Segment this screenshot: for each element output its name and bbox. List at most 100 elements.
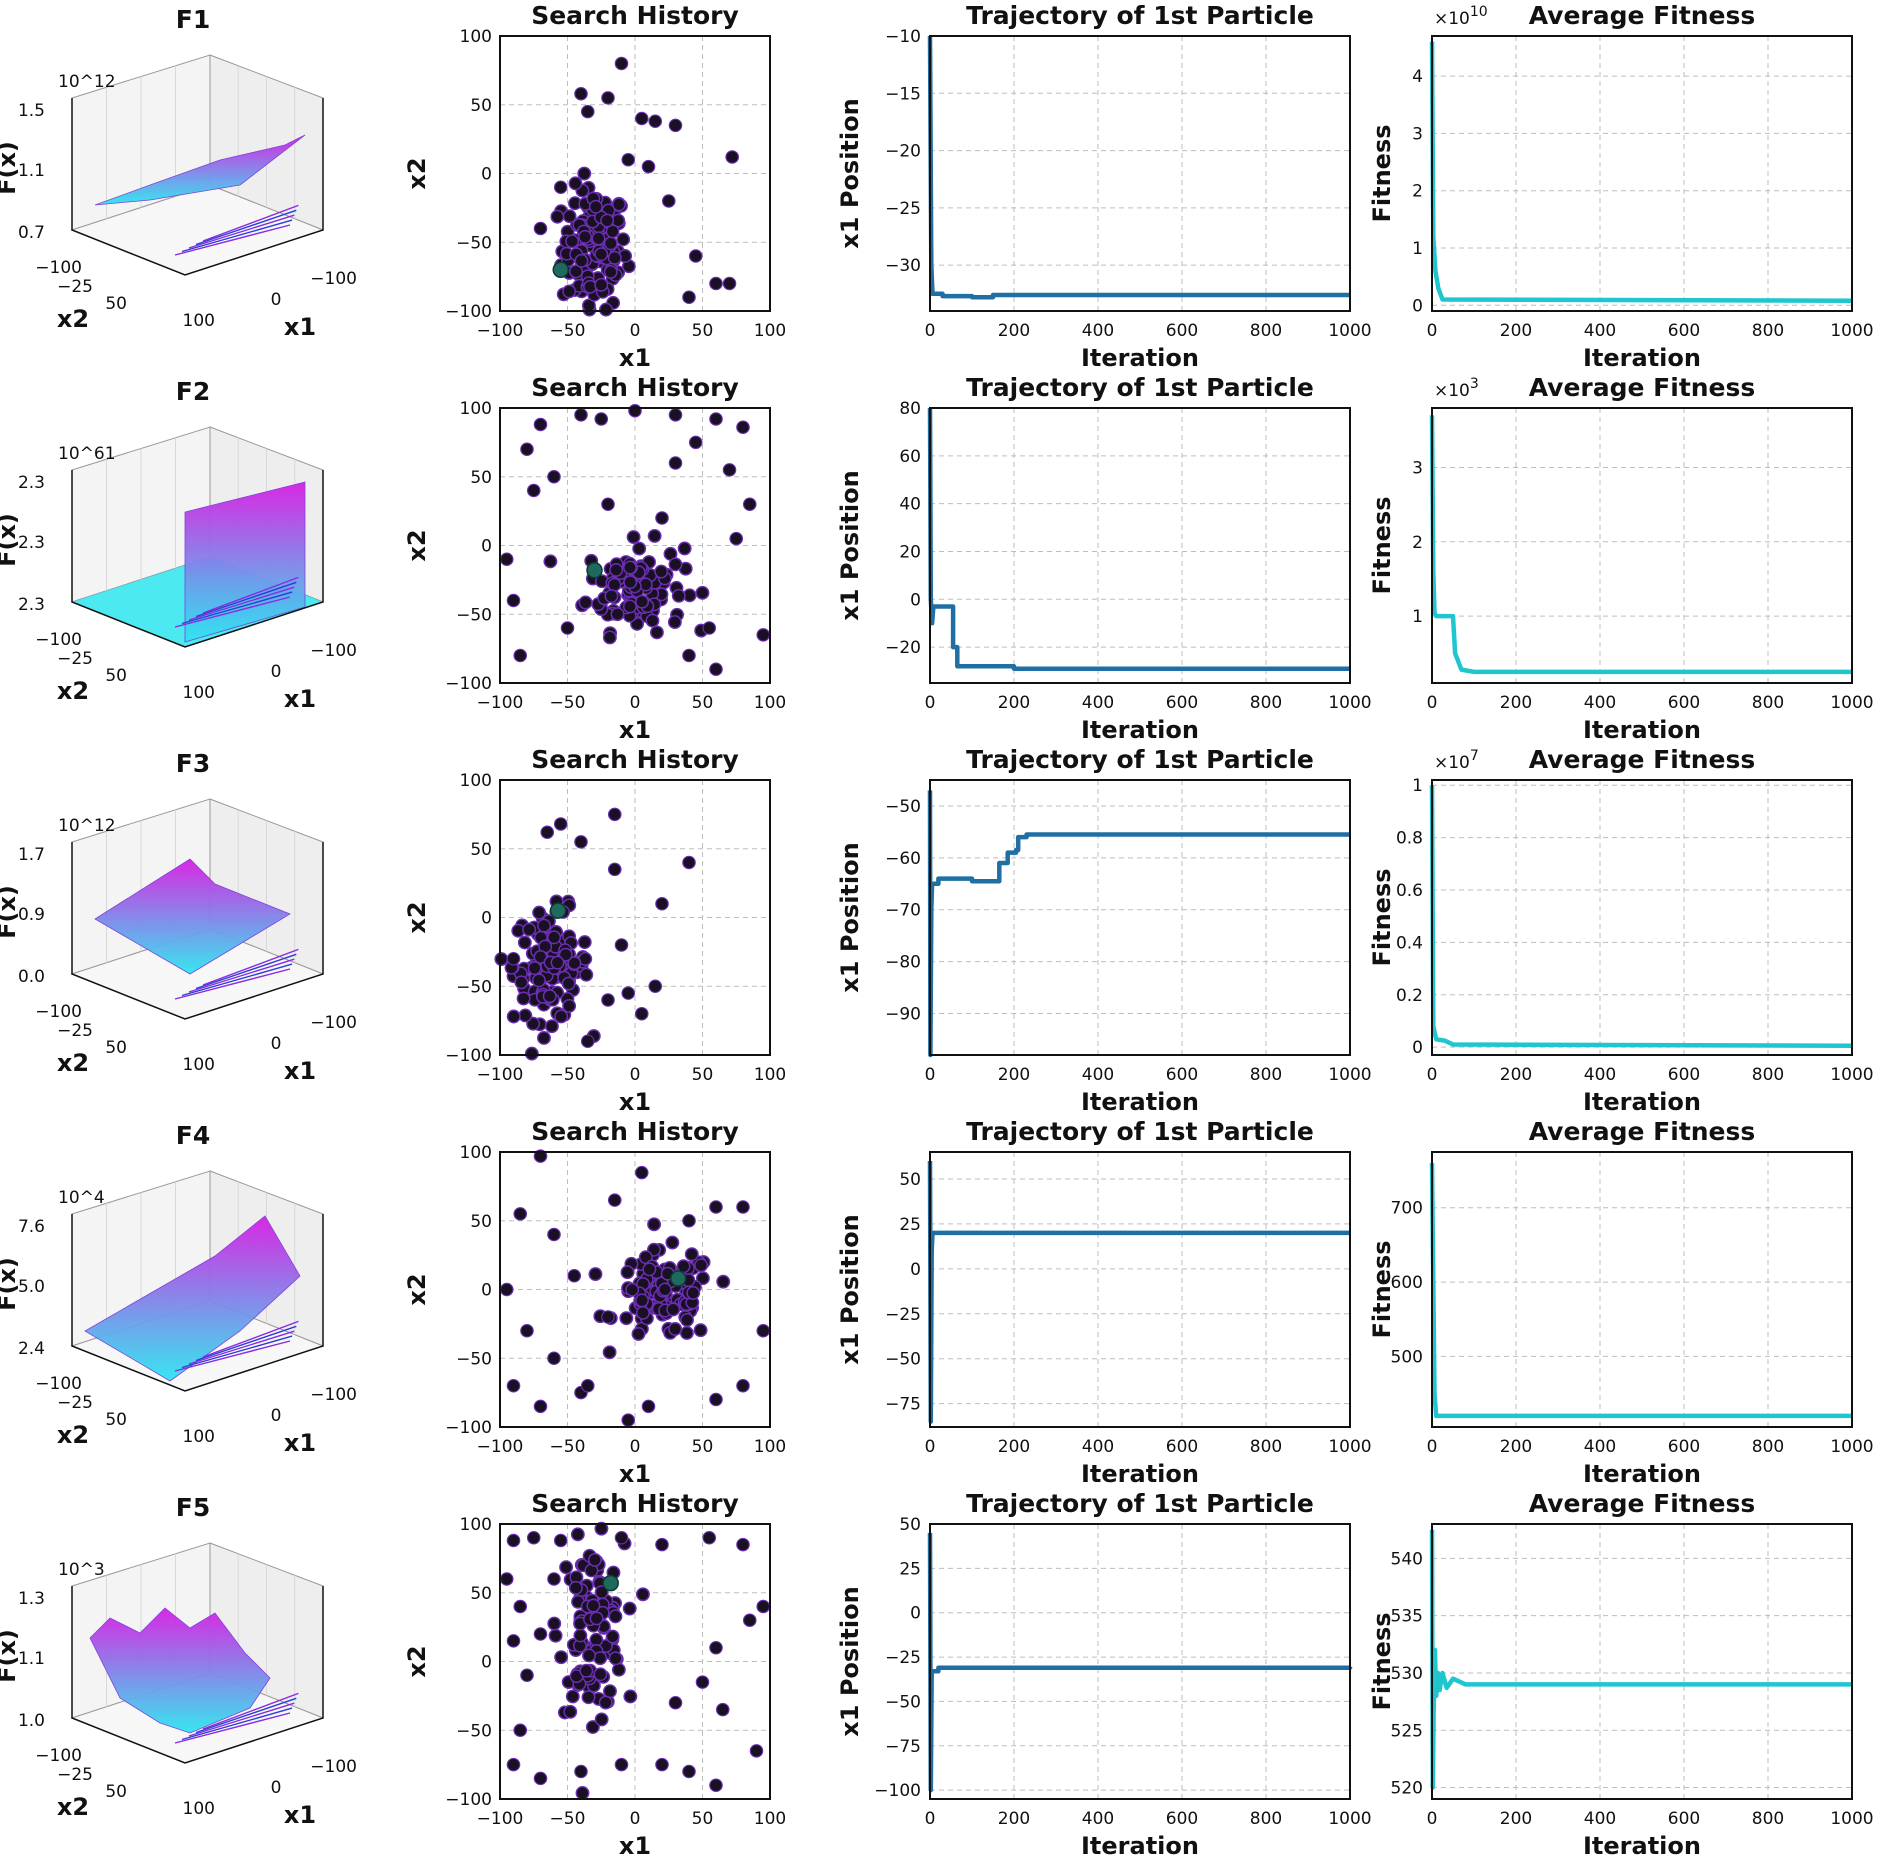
scatter-point <box>542 989 557 1004</box>
average-fitness-title: Average Fitness <box>1529 1117 1756 1146</box>
x-axis-label: Iteration <box>1583 1460 1701 1488</box>
scatter-point <box>661 194 676 208</box>
x-axis-label: x1 <box>619 344 651 372</box>
x1-tick-label: 0 <box>271 290 282 310</box>
fitness-plot: 0 200 400 600 800 1000 0 0.2 0.4 0.6 0.8 1 Average F… <box>1368 745 1874 1116</box>
box-edge <box>71 470 324 648</box>
x2-axis-label: x2 <box>57 1793 89 1821</box>
contour-line <box>181 963 293 997</box>
x-tick-label: 0 <box>1427 321 1438 341</box>
scatter-point <box>614 1757 629 1772</box>
z-axis-label: F(x) <box>0 1629 21 1683</box>
plot-frame <box>499 35 771 312</box>
y-axis-label: x1 Position <box>836 470 864 620</box>
search-history-plot: −100−100 −50 −50 0 0 50 50 100 100 Search History… <box>403 1117 786 1488</box>
y-tick-label: −80 <box>885 953 921 973</box>
scatter-point <box>520 1668 534 1683</box>
z-tick-label: 2.3 <box>18 595 45 615</box>
scatter-point <box>722 463 737 477</box>
y-tick-label: 50 <box>470 1584 492 1604</box>
scatter-point <box>580 1378 595 1393</box>
scatter-point <box>665 1235 680 1250</box>
contour-line <box>174 1340 291 1372</box>
axis-multiplier: ×1010 <box>1434 4 1488 29</box>
surface-mesh <box>94 858 291 975</box>
scatter-point <box>634 1006 649 1021</box>
scatter-point <box>575 1786 590 1800</box>
scatter-point <box>588 1267 603 1282</box>
scatter-point <box>544 1019 559 1034</box>
scatter-point <box>649 625 664 640</box>
x-tick-label: −50 <box>550 693 586 713</box>
scatter-point <box>607 1193 622 1207</box>
y-tick-label: 1 <box>1412 776 1423 796</box>
scatter-point <box>610 607 625 622</box>
scatter-point <box>526 1530 541 1545</box>
scatter-point <box>623 1689 638 1704</box>
y-axis-label: x2 <box>403 157 431 189</box>
z-tick-label: 1.7 <box>18 845 45 865</box>
scatter-point <box>671 588 686 603</box>
y-tick-label: −60 <box>885 849 921 869</box>
y-tick-label: −50 <box>885 1692 921 1712</box>
floor-contours <box>174 204 299 256</box>
scatter-point <box>506 1634 521 1648</box>
x-tick-label: 100 <box>754 693 786 713</box>
scatter-point <box>558 947 573 962</box>
y-tick-label: −50 <box>456 605 492 625</box>
scatter-point <box>682 648 696 663</box>
y-tick-label: 0 <box>910 1260 921 1280</box>
y-tick-label: −75 <box>885 1395 921 1415</box>
x-tick-label: 800 <box>1752 1809 1784 1829</box>
scatter-point <box>577 935 592 950</box>
y-tick-label: 520 <box>1391 1779 1423 1799</box>
x-tick-label: 600 <box>1668 321 1700 341</box>
x-tick-label: 1000 <box>1328 693 1371 713</box>
scatter-point <box>614 56 629 71</box>
series-line <box>1429 1529 1852 1790</box>
scatter-point <box>553 817 568 831</box>
scatter-point <box>694 1258 709 1273</box>
fitness-plot: 0 200 400 600 800 1000 500 600 700 Average Fitnes… <box>1368 1117 1874 1488</box>
y-tick-label: 50 <box>470 1212 492 1232</box>
scatter-point <box>526 1016 541 1031</box>
x2-tick-label: 50 <box>105 1038 127 1058</box>
z-tick-label: 5.0 <box>18 1277 45 1297</box>
scatter-points <box>494 807 696 1061</box>
series-line <box>1429 41 1853 303</box>
x-tick-label: 600 <box>1166 693 1198 713</box>
series-line <box>1429 1163 1852 1419</box>
scatter-point <box>736 420 750 435</box>
scatter-point <box>494 952 509 966</box>
y-tick-label: 20 <box>899 542 921 562</box>
average-fitness-title: Average Fitness <box>1529 1 1756 30</box>
x-tick-label: −100 <box>477 1065 524 1085</box>
x2-tick-label: 50 <box>105 1782 127 1802</box>
z-axis-label: F(x) <box>0 1257 21 1311</box>
scatter-point <box>680 1312 694 1327</box>
x-tick-label: 1000 <box>1328 1809 1371 1829</box>
x-tick-label: 0 <box>925 321 936 341</box>
y-tick-label: −90 <box>885 1004 921 1024</box>
y-tick-label: 80 <box>899 399 921 419</box>
best-position-point <box>552 261 569 278</box>
x-axis-label: Iteration <box>1583 1088 1701 1116</box>
scatter-point <box>641 159 656 174</box>
search-history-title: Search History <box>531 1489 739 1518</box>
x1-tick-label: −100 <box>310 1757 357 1777</box>
y-tick-label: 0.2 <box>1396 986 1423 1006</box>
scatter-points <box>499 403 771 677</box>
scatter-point <box>607 250 622 265</box>
y-axis-label: Fitness <box>1368 868 1396 966</box>
y-axis-label: x1 Position <box>836 1214 864 1364</box>
scatter-point <box>608 1651 623 1666</box>
scatter-point <box>574 1764 588 1779</box>
x-tick-label: −50 <box>550 321 586 341</box>
scatter-point <box>562 998 577 1013</box>
x-tick-label: 600 <box>1668 693 1700 713</box>
scatter-point <box>550 955 565 970</box>
contour-line <box>181 1707 293 1741</box>
y-tick-label: 50 <box>470 840 492 860</box>
scatter-point <box>709 1200 723 1214</box>
